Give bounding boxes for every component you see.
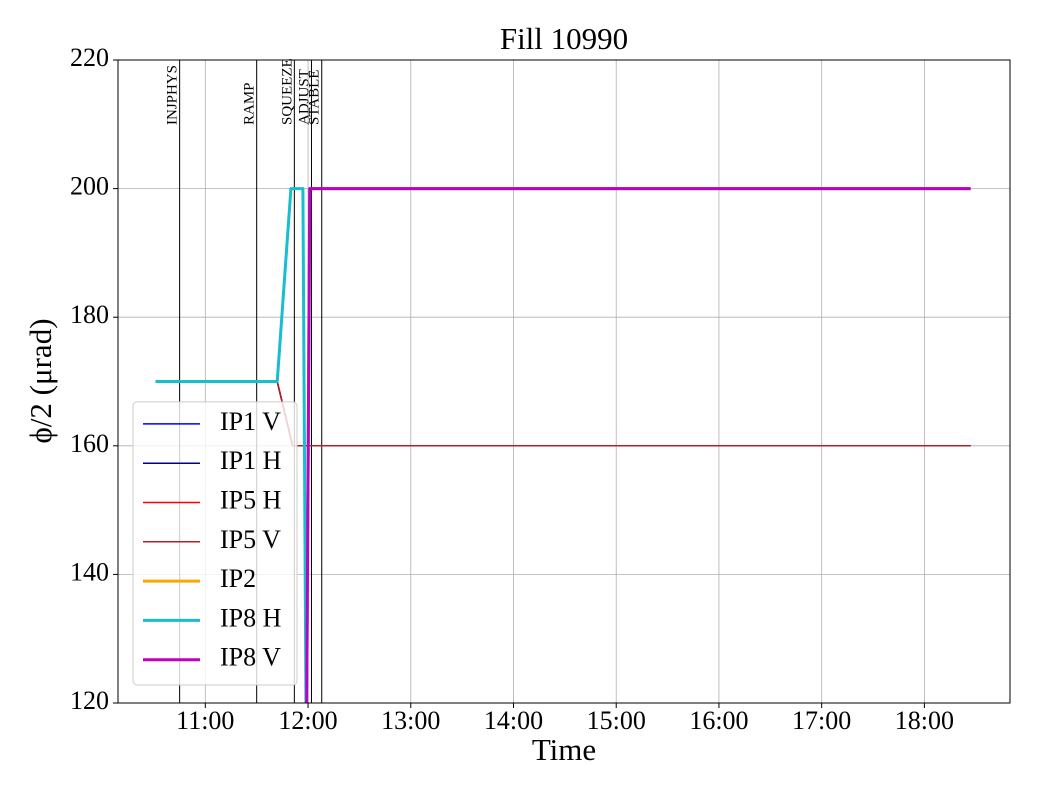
y-tick-label: 140 <box>70 557 109 586</box>
x-axis-label: Time <box>532 732 596 767</box>
x-tick-label: 16:00 <box>689 706 748 735</box>
y-tick-label: 220 <box>70 43 109 72</box>
legend-label: IP5 V <box>220 525 281 554</box>
y-tick-label: 200 <box>70 172 109 201</box>
legend-label: IP5 H <box>220 485 282 514</box>
y-tick-label: 120 <box>70 686 109 715</box>
legend-label: IP1 V <box>220 407 281 436</box>
mode-label: STABLE <box>307 70 323 125</box>
legend-label: IP2 <box>220 564 256 593</box>
x-tick-label: 15:00 <box>587 706 646 735</box>
plot-frame <box>117 59 1011 704</box>
mode-label: RAMP <box>242 82 258 125</box>
chart-title: Fill 10990 <box>500 21 628 56</box>
x-tick-label: 17:00 <box>792 706 851 735</box>
x-tick-label: 11:00 <box>176 706 234 735</box>
x-tick-label: 12:00 <box>278 706 337 735</box>
legend-label: IP8 H <box>220 603 282 632</box>
plot-lines <box>155 187 971 703</box>
y-axis-label: ϕ/2 (μrad) <box>23 318 58 443</box>
legend-label: IP1 H <box>220 446 282 475</box>
y-tick-label: 160 <box>70 429 109 458</box>
legend-box <box>132 401 298 686</box>
y-tick-label: 180 <box>70 300 109 329</box>
mode-label: SQUEEZE <box>279 58 295 125</box>
mode-label: ADJUST <box>296 69 312 125</box>
series-line <box>305 187 971 703</box>
x-tick-label: 14:00 <box>484 706 543 735</box>
mode-label: INJPHYS <box>165 65 181 125</box>
legend-label: IP8 V <box>220 643 281 672</box>
x-tick-label: 18:00 <box>895 706 954 735</box>
x-tick-label: 13:00 <box>381 706 440 735</box>
